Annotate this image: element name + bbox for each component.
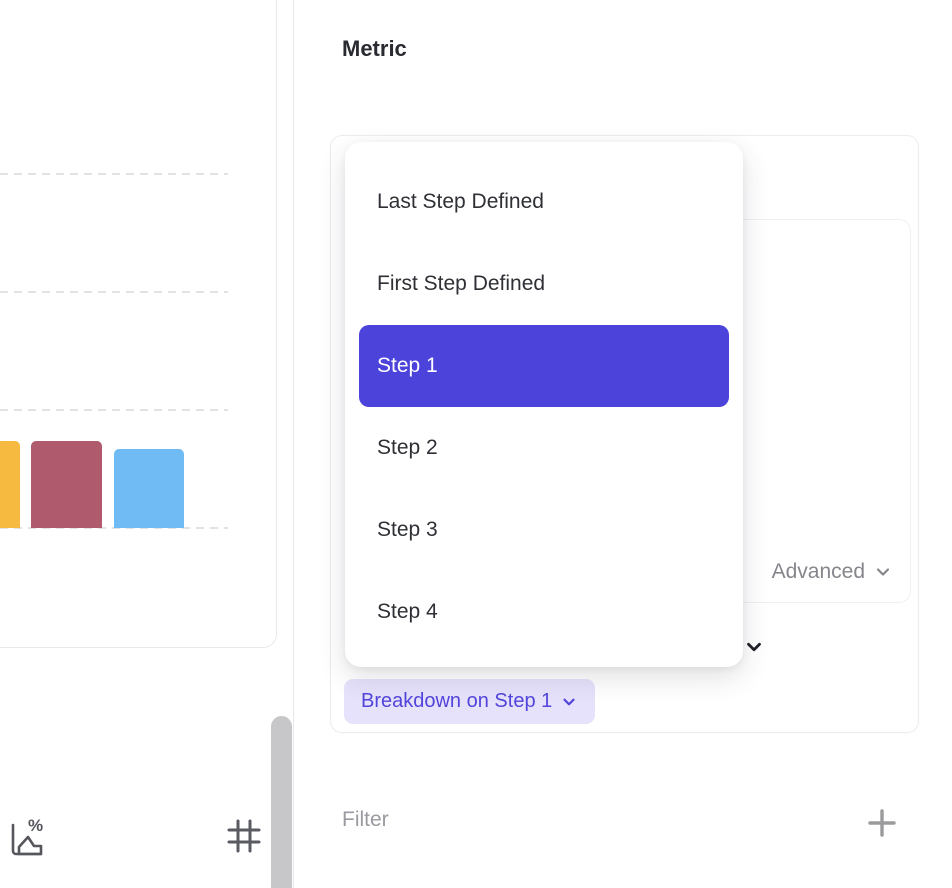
add-filter-button[interactable] bbox=[867, 808, 897, 838]
svg-text:%: % bbox=[28, 816, 43, 835]
funnel-bar-red bbox=[31, 441, 102, 528]
chart-card bbox=[0, 0, 277, 648]
gridline-baseline bbox=[0, 527, 228, 529]
gridline bbox=[0, 409, 228, 411]
chevron-down-icon bbox=[560, 693, 578, 711]
funnel-bar-blue bbox=[114, 449, 184, 528]
scrollbar-thumb[interactable] bbox=[271, 716, 292, 888]
breakdown-chip-label: Breakdown on Step 1 bbox=[361, 690, 553, 712]
funnel-bar-yellow bbox=[0, 441, 20, 528]
menu-item-first-step-defined[interactable]: First Step Defined bbox=[377, 272, 546, 295]
chevron-down-icon bbox=[873, 562, 893, 582]
menu-item-step-3[interactable]: Step 3 bbox=[377, 518, 438, 541]
advanced-toggle[interactable]: Advanced bbox=[772, 560, 893, 584]
metric-section-title: Metric bbox=[342, 36, 407, 61]
filter-section-title: Filter bbox=[342, 808, 389, 831]
menu-item-last-step-defined[interactable]: Last Step Defined bbox=[377, 190, 544, 213]
menu-item-step-4[interactable]: Step 4 bbox=[377, 600, 438, 623]
step-select-chevron-icon[interactable] bbox=[743, 636, 765, 658]
hash-grid-icon[interactable] bbox=[224, 816, 264, 856]
advanced-label: Advanced bbox=[771, 560, 865, 583]
breakdown-chip[interactable]: Breakdown on Step 1 bbox=[344, 679, 596, 724]
gridline bbox=[0, 291, 228, 293]
panel-divider bbox=[293, 0, 294, 888]
gridline bbox=[0, 173, 228, 175]
step-dropdown-menu: Last Step Defined First Step Defined Ste… bbox=[345, 142, 743, 667]
conversion-chart-percent-icon[interactable]: % bbox=[6, 816, 50, 862]
menu-item-step-2[interactable]: Step 2 bbox=[377, 436, 438, 459]
menu-item-step-1-selected[interactable]: Step 1 bbox=[359, 325, 729, 407]
